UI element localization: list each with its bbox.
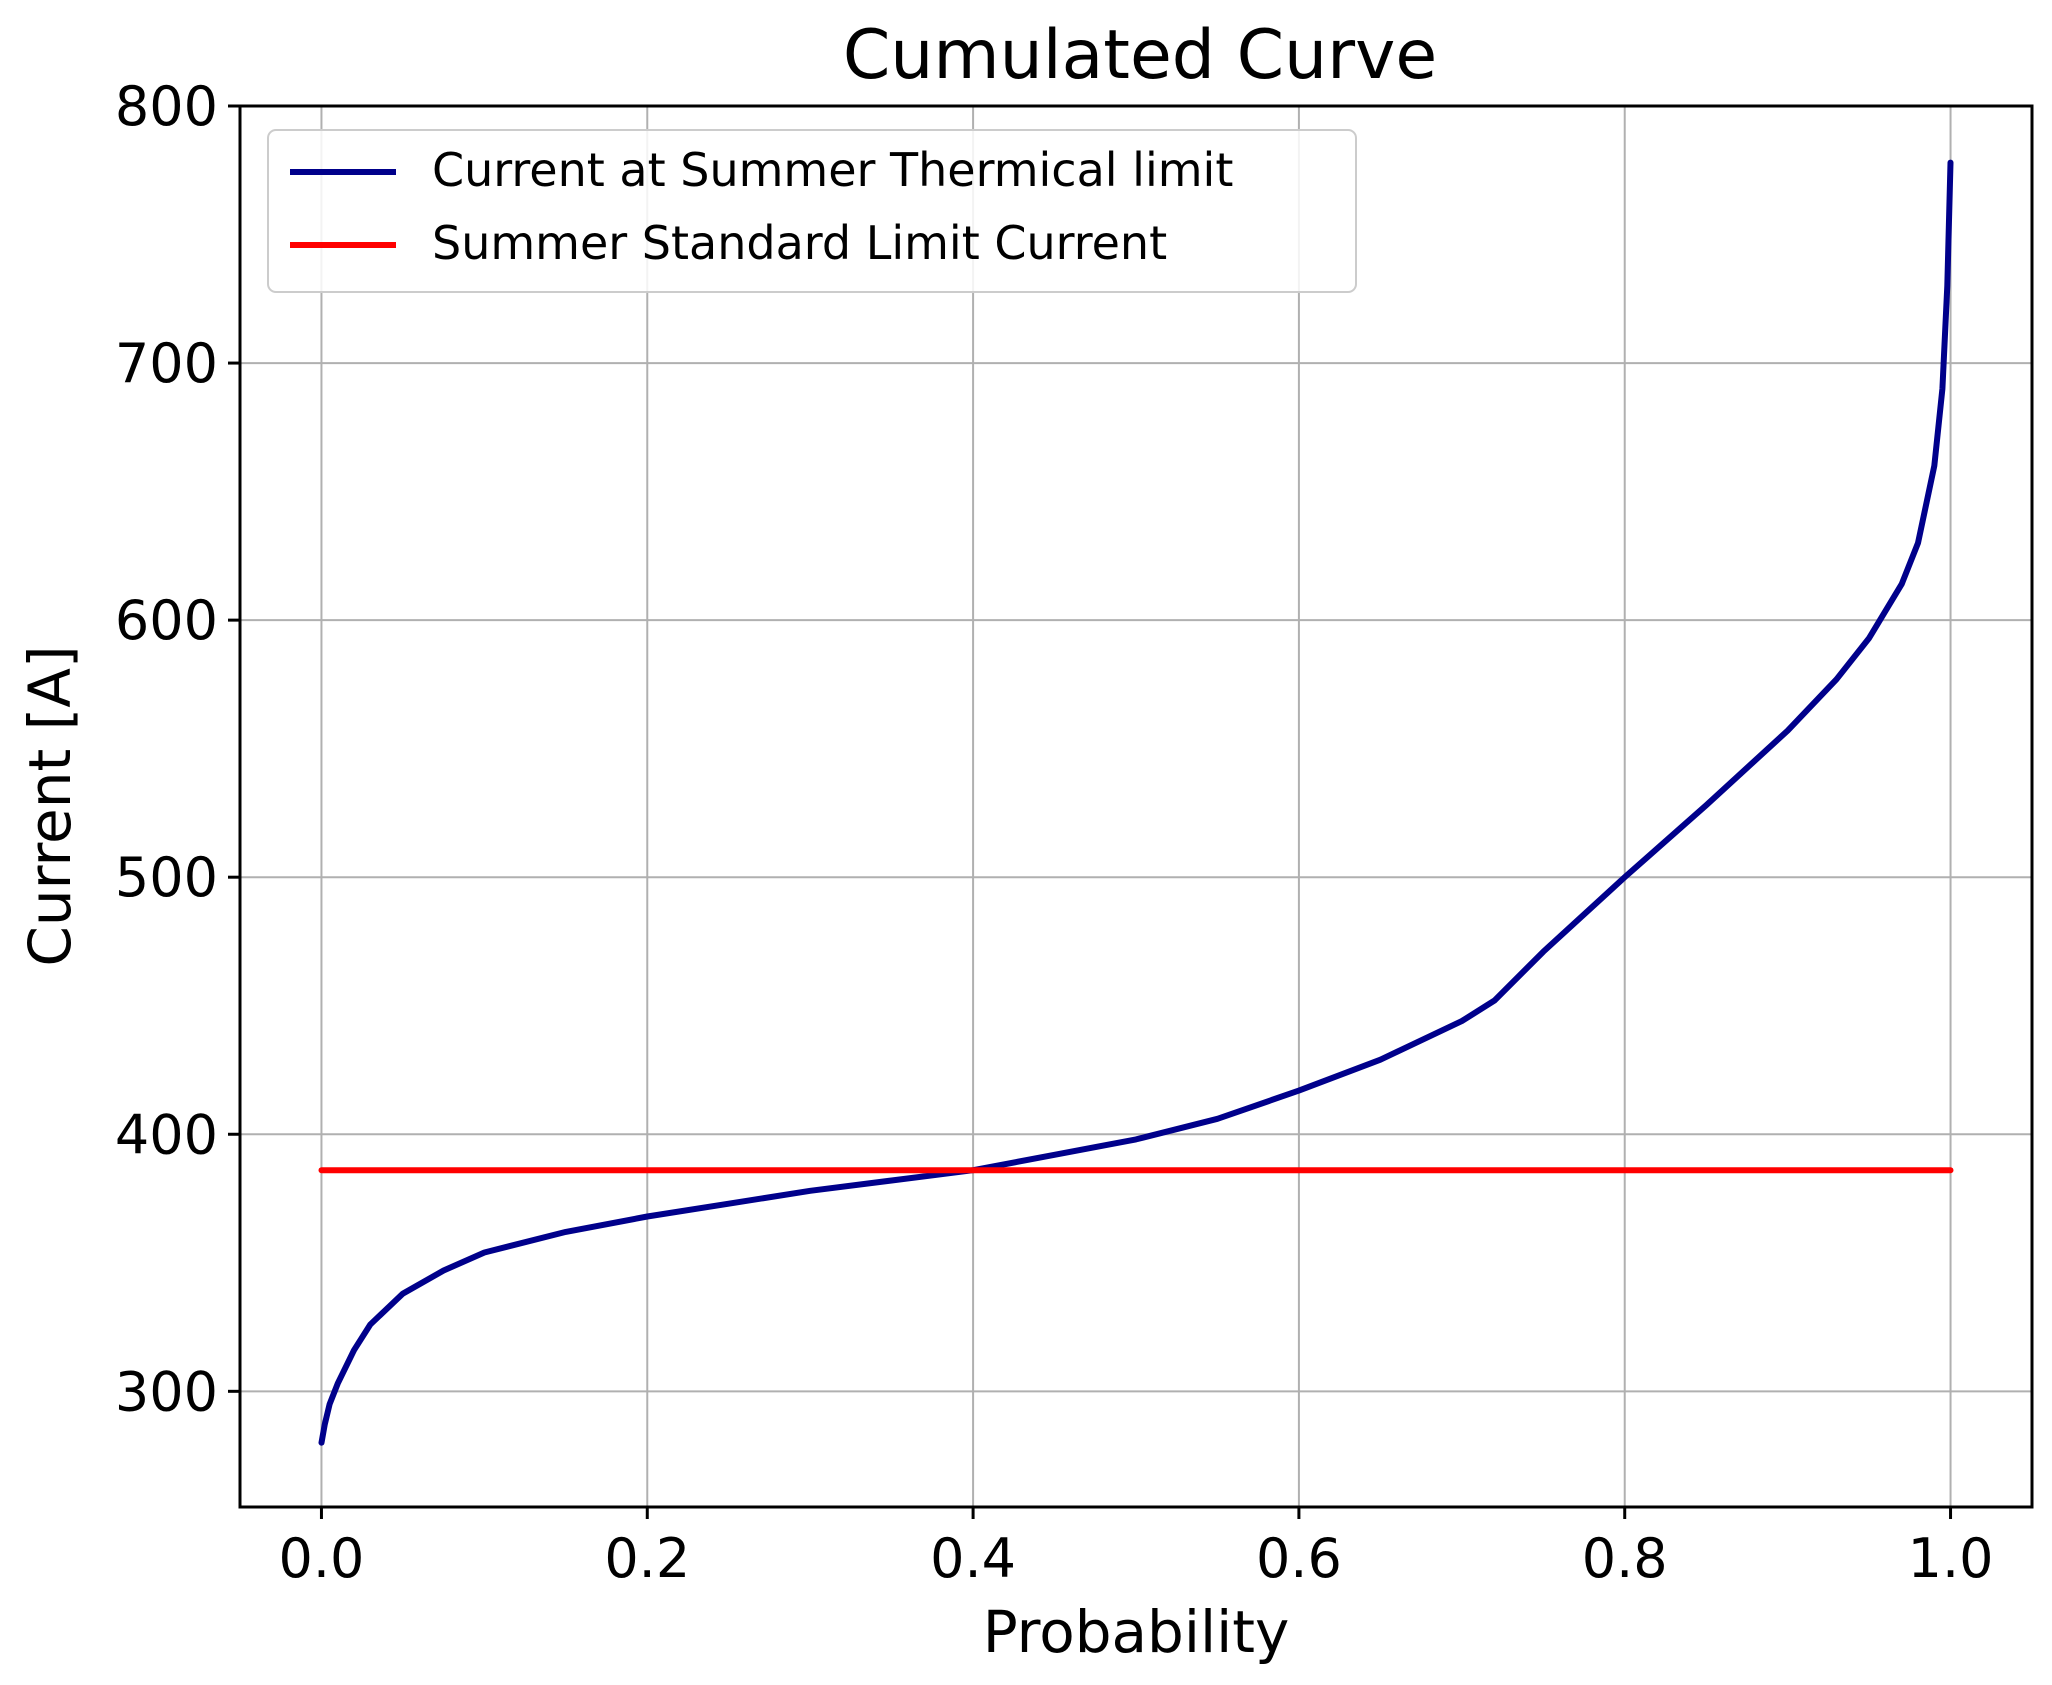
y-tick-label: 500 <box>115 846 218 909</box>
legend-label-summer-standard-limit-current: Summer Standard Limit Current <box>432 216 1167 270</box>
x-axis-ticks: 0.0 0.2 0.4 0.6 0.8 1.0 <box>279 1507 1994 1590</box>
y-axis-label: Current [A] <box>16 645 84 966</box>
series-lines <box>318 159 1954 1446</box>
legend: Current at Summer Thermical limit Summer… <box>267 129 1357 293</box>
x-axis-label: Probability <box>983 1598 1290 1666</box>
y-tick-label: 600 <box>115 589 218 652</box>
x-tick-label: 0.2 <box>604 1527 690 1590</box>
y-axis-ticks: 300 400 500 600 700 800 <box>115 75 240 1423</box>
x-tick-label: 1.0 <box>1908 1527 1994 1590</box>
legend-box <box>267 129 1357 293</box>
plot-area-frame <box>238 104 2034 1509</box>
legend-label-current-at-summer-thermical-limit: Current at Summer Thermical limit <box>432 143 1233 197</box>
x-tick-label: 0.4 <box>930 1527 1016 1590</box>
y-tick-label: 300 <box>115 1360 218 1423</box>
chart-title: Cumulated Curve <box>843 16 1437 95</box>
x-gridlines <box>320 106 1952 1507</box>
x-tick-label: 0.8 <box>1582 1527 1668 1590</box>
x-tick-label: 0.0 <box>279 1527 365 1590</box>
y-tick-label: 800 <box>115 75 218 138</box>
series-line-current-at-summer-thermical-limit <box>318 159 1954 1446</box>
y-tick-label: 700 <box>115 332 218 395</box>
y-tick-label: 400 <box>115 1103 218 1166</box>
x-tick-label: 0.6 <box>1256 1527 1342 1590</box>
